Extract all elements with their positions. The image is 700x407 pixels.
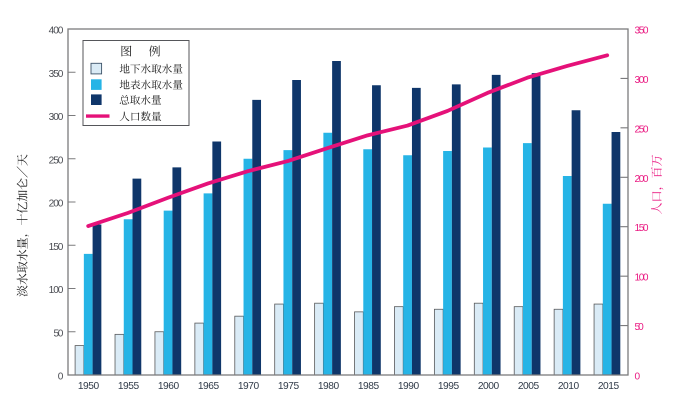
svg-text:1965: 1965: [198, 381, 220, 392]
svg-text:300: 300: [635, 75, 649, 86]
svg-text:0: 0: [635, 372, 641, 383]
svg-text:1985: 1985: [358, 381, 380, 392]
svg-text:300: 300: [49, 112, 64, 123]
svg-text:250: 250: [635, 124, 649, 135]
svg-text:150: 150: [49, 242, 64, 253]
svg-text:1960: 1960: [158, 381, 180, 392]
svg-text:1975: 1975: [278, 381, 300, 392]
svg-text:50: 50: [635, 322, 645, 333]
svg-text:350: 350: [635, 26, 649, 37]
svg-text:2010: 2010: [558, 381, 580, 392]
svg-text:400: 400: [49, 26, 64, 37]
svg-text:200: 200: [635, 174, 649, 185]
svg-text:200: 200: [49, 199, 64, 210]
svg-text:2015: 2015: [598, 381, 620, 392]
svg-text:100: 100: [49, 285, 64, 296]
svg-text:350: 350: [49, 69, 64, 80]
svg-text:150: 150: [635, 223, 649, 234]
svg-text:50: 50: [54, 328, 64, 339]
svg-text:250: 250: [49, 155, 64, 166]
svg-text:1955: 1955: [118, 381, 140, 392]
svg-text:2000: 2000: [478, 381, 500, 392]
svg-text:0: 0: [58, 372, 64, 383]
svg-text:1980: 1980: [318, 381, 340, 392]
svg-text:1995: 1995: [438, 381, 460, 392]
svg-text:1950: 1950: [78, 381, 100, 392]
svg-text:2005: 2005: [518, 381, 540, 392]
svg-text:1990: 1990: [398, 381, 420, 392]
svg-text:1970: 1970: [238, 381, 260, 392]
svg-text:100: 100: [635, 273, 649, 284]
